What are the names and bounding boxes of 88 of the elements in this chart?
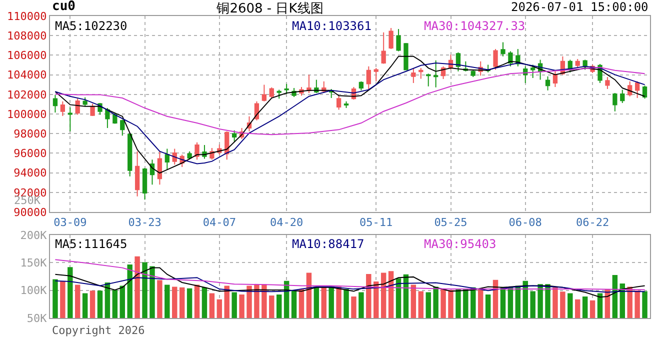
candlestick [508,50,513,67]
text: Copyright 2026 [52,324,145,337]
candlestick [262,84,267,102]
candlestick [545,76,550,91]
text: MA10:103361 [292,19,372,33]
x-tick-label: 06-22 [576,216,610,230]
y-tick-label: 96000 [14,147,47,160]
y-tick-label: 110000 [7,10,47,23]
candlestick [426,73,431,87]
candlestick [60,100,66,116]
line-series [54,66,646,136]
candlestick [381,32,386,64]
candlestick [605,76,610,90]
candlestick [433,60,438,88]
x-tick-label: 04-07 [202,216,236,230]
candlestick [620,89,625,104]
candlestick [366,66,371,90]
text: 2026-07-01 15:00:00 [511,0,648,14]
candlestick [500,42,506,57]
x-tick-label: 06-08 [508,216,542,230]
chart-title: 铜2608 - 日K线图 [216,2,324,17]
candlestick [232,130,237,142]
candlestick [575,58,580,69]
candlestick [105,108,110,129]
candlestick [470,69,476,78]
text: MA5:102230 [55,19,128,33]
text: MA30:95403 [424,237,496,251]
candlestick [52,94,58,114]
candlestick [523,66,528,84]
candlestick [68,106,72,132]
x-tick-label: 05-11 [360,216,393,230]
y-tick-label: 106000 [7,49,47,62]
candlestick [284,84,289,95]
candlestick [194,142,200,160]
y-tick-label: 90000 [14,206,47,219]
candlestick [642,85,648,100]
candlestick [344,100,349,109]
y-tick-label: 98000 [14,127,47,140]
candlestick [612,92,618,112]
y-tick-label: 100000 [7,108,47,121]
candlestick [530,64,536,79]
candlestick [112,112,118,124]
candlestick [552,70,558,88]
line-series [54,259,646,290]
candlestick [187,150,192,160]
candlestick [634,80,640,99]
y-tick-label: 200K [20,228,48,242]
y-tick-label: 102000 [7,88,47,102]
x-tick-label: 04-20 [270,216,304,230]
candlestick [336,94,342,110]
candlestick [150,159,155,186]
candlestick [404,42,408,71]
x-tick-label: 03-23 [128,216,162,230]
candlestick [411,68,416,84]
y-tick-label: 94000 [14,166,47,180]
candlestick [172,148,177,166]
y-tick-label: 100K [20,284,48,298]
candlestick [164,148,170,170]
candlestick [82,96,88,107]
candlestick [90,103,95,116]
x-tick-label: 03-09 [54,216,87,230]
candlestick [128,132,132,177]
series-label: MA5:111645 [55,237,128,251]
y-tick-label: 108000 [7,29,47,42]
candlestick [418,68,424,80]
text: cu0 [52,0,76,14]
line-series [54,277,646,293]
y-tick-label: 104000 [7,68,47,82]
candlestick [396,28,401,52]
candlestick [628,80,632,97]
x-tick-label: 05-25 [434,216,468,230]
y-tick-label: 50K [26,312,48,325]
candlestick [358,80,364,91]
line-series [54,267,646,298]
candlestick [120,119,125,136]
candlestick [134,150,140,197]
candlestick [157,150,162,186]
candlestick [374,68,378,82]
candlestick [493,48,498,70]
text: MA30:104327.33 [424,19,526,33]
y-tick-label: 150K [20,256,48,270]
candlestick [142,168,148,200]
candlestick [388,27,394,50]
candlestick [276,89,282,100]
candlestick [269,86,274,99]
candlestick [456,52,461,72]
text: MA10:88417 [292,237,364,251]
text: 250K [14,194,41,207]
